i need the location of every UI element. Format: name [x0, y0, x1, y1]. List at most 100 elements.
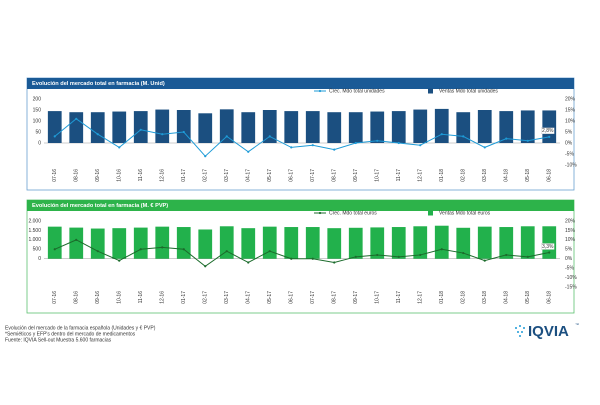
- bar: [155, 226, 170, 259]
- x-tick-label: 05-18: [525, 291, 531, 304]
- line-point: [505, 253, 508, 257]
- bar: [499, 111, 514, 143]
- line-point: [505, 137, 508, 140]
- bar: [69, 227, 84, 259]
- legend-swatch: [318, 211, 322, 215]
- line-point: [290, 257, 293, 260]
- x-tick-label: 08-17: [332, 291, 338, 304]
- value-label: 3,3%: [542, 244, 554, 250]
- bar: [542, 110, 557, 143]
- x-tick-label: 11-17: [396, 291, 402, 304]
- legend-swatch: [428, 88, 433, 94]
- x-tick-label: 09-16: [95, 291, 101, 304]
- bar: [241, 112, 256, 143]
- line-point: [333, 261, 336, 264]
- bar: [477, 110, 492, 143]
- bar: [219, 226, 234, 259]
- bar: [262, 110, 277, 143]
- line-point: [268, 250, 271, 253]
- bar: [327, 228, 342, 259]
- line-point: [139, 248, 142, 251]
- x-tick-label: 07-17: [310, 169, 316, 182]
- y-tick-label: 2.000: [28, 218, 41, 224]
- line-point: [118, 146, 121, 149]
- bar: [155, 109, 170, 143]
- line-point: [118, 259, 121, 262]
- bar: [413, 226, 428, 259]
- bar: [133, 111, 148, 143]
- y-tick-label: 1.000: [28, 237, 41, 243]
- line-point: [96, 250, 99, 253]
- legend-label: Ventas Mdo total unidades: [439, 88, 498, 94]
- line-point: [548, 251, 551, 254]
- x-tick-label: 06-18: [547, 291, 553, 304]
- x-tick-label: 03-17: [224, 169, 230, 182]
- bar: [47, 111, 62, 143]
- line-point: [204, 155, 207, 158]
- bar: [262, 226, 277, 259]
- y2-tick-label: -10%: [565, 162, 577, 168]
- x-tick-label: 05-17: [267, 169, 273, 182]
- x-tick-label: 03-18: [482, 291, 488, 304]
- x-tick-label: 08-16: [74, 291, 80, 304]
- line-point: [182, 248, 185, 251]
- y2-tick-label: 5%: [565, 129, 573, 135]
- line-point: [526, 255, 529, 258]
- line-point: [397, 255, 400, 258]
- line-point: [333, 148, 336, 151]
- y-tick-label: 0: [38, 256, 41, 262]
- bar: [69, 112, 84, 143]
- chart-title: Evolución del mercado total en farmacia …: [32, 203, 168, 209]
- line: [54, 239, 550, 267]
- bar: [176, 227, 191, 259]
- x-tick-label: 10-17: [375, 169, 381, 182]
- y2-tick-label: 5%: [565, 247, 573, 253]
- bar: [391, 227, 406, 259]
- bar: [47, 226, 62, 259]
- bar: [284, 227, 299, 259]
- bar: [477, 226, 492, 259]
- line-point: [225, 250, 228, 253]
- line-point: [75, 117, 78, 120]
- x-tick-label: 07-16: [52, 169, 58, 182]
- line-point: [462, 251, 465, 255]
- bar: [219, 109, 234, 143]
- line-point: [75, 238, 78, 241]
- x-tick-label: 01-18: [439, 169, 445, 182]
- bar: [90, 228, 105, 259]
- line-point: [247, 150, 250, 153]
- x-tick-label: 05-17: [267, 291, 273, 304]
- x-tick-label: 11-16: [138, 291, 144, 304]
- x-tick-label: 07-16: [52, 291, 58, 304]
- bar: [456, 112, 471, 143]
- y-tick-label: 50: [35, 129, 41, 135]
- y-tick-label: 1.500: [28, 228, 41, 234]
- y2-tick-label: 0%: [565, 140, 573, 146]
- x-tick-label: 04-17: [246, 169, 252, 182]
- x-tick-label: 04-17: [246, 291, 252, 304]
- bar: [456, 227, 471, 259]
- bar: [305, 227, 320, 259]
- y2-tick-label: 15%: [565, 228, 576, 234]
- legend-label: Crec. Mdo total euros: [329, 210, 377, 216]
- line-point: [139, 128, 142, 131]
- line-point: [354, 255, 357, 258]
- line-point: [161, 133, 164, 136]
- x-tick-label: 04-18: [504, 169, 510, 182]
- panel-frame: [26, 77, 575, 191]
- y2-tick-label: 15%: [565, 107, 576, 113]
- x-tick-label: 02-18: [461, 169, 467, 182]
- x-tick-label: 10-16: [117, 169, 123, 182]
- x-tick-label: 02-18: [461, 291, 467, 304]
- value-label-bg: [541, 243, 555, 250]
- logo: IQVIA: [528, 323, 569, 340]
- line-point: [526, 139, 529, 142]
- line-point: [204, 265, 207, 268]
- x-tick-label: 12-17: [418, 169, 424, 182]
- line: [54, 118, 550, 157]
- line-point: [548, 135, 551, 138]
- x-tick-label: 08-16: [74, 169, 80, 182]
- legend-swatch: [318, 89, 322, 93]
- bar: [413, 109, 428, 143]
